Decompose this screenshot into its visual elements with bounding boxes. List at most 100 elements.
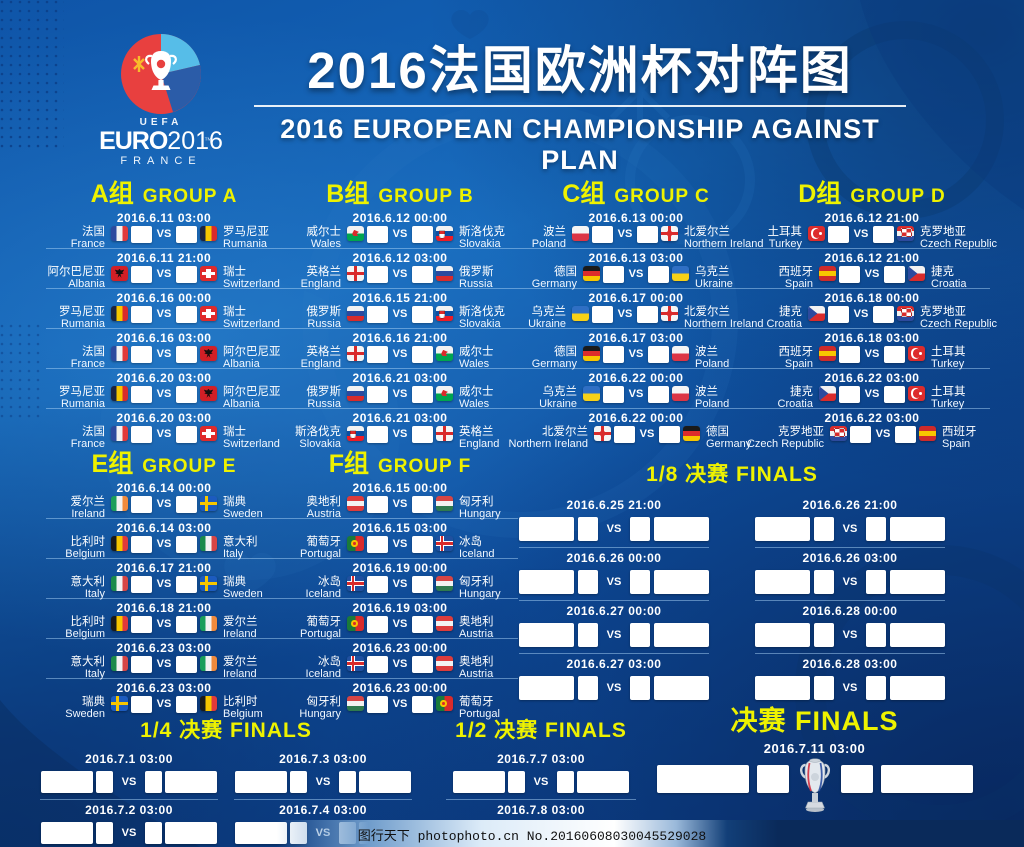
match-row: VS	[446, 771, 636, 793]
vs-label: VS	[842, 682, 858, 694]
home-team: 捷克 Croatia	[754, 386, 813, 410]
team-name-english: Poland	[695, 358, 730, 370]
trademark-symbol: ™	[204, 136, 212, 145]
team-name-english: Poland	[695, 398, 730, 410]
group-match: 2016.6.13 00:00 波兰 Poland VS 北爱尔兰 Northern Ir…	[518, 209, 764, 250]
team-name-chinese: 罗马尼亚	[59, 306, 105, 318]
home-score-slot	[131, 496, 152, 513]
home-score-slot	[367, 616, 388, 633]
team-name-english: Russia	[307, 318, 341, 330]
group-name-chinese: D组	[798, 180, 842, 208]
match-date: 2016.6.12 21:00	[824, 211, 920, 225]
away-team: 土耳其 Turkey	[931, 346, 990, 370]
team-name-english: Croatia	[931, 278, 967, 290]
match-row: 法国 France VS 阿尔巴尼亚 Albania	[46, 346, 282, 370]
home-team-slot	[519, 623, 574, 647]
away-team: 克罗地亚 Czech Republic	[920, 226, 997, 250]
match-date: 2016.6.19 00:00	[352, 561, 448, 575]
quarter-final-match: 2016.7.1 03:00 VS	[40, 749, 218, 799]
sweden-flag-icon	[200, 576, 217, 591]
team-name-english: Portugal	[300, 548, 341, 560]
flag-detail	[436, 542, 453, 545]
flag-detail	[203, 388, 214, 398]
match-date: 2016.6.18 03:00	[824, 331, 920, 345]
home-score-slot	[367, 496, 388, 513]
away-score-slot	[412, 346, 433, 363]
switzerland-flag-icon	[200, 306, 217, 321]
team-name-chinese: 北爱尔兰	[684, 226, 730, 238]
group-name-english: GROUP A	[142, 186, 238, 207]
match-date: 2016.7.1 03:00	[85, 752, 173, 766]
team-name-chinese: 斯洛伐克	[459, 306, 505, 318]
austria-flag-icon	[436, 616, 453, 631]
flag-detail	[202, 271, 215, 276]
flag-detail	[919, 352, 922, 355]
match-date: 2016.6.21 03:00	[352, 411, 448, 425]
team-name-english: Albania	[68, 278, 105, 290]
group-name-chinese: C组	[562, 180, 606, 208]
logo-year: 2016	[167, 127, 223, 155]
home-team: 西班牙 Spain	[754, 346, 814, 370]
team-name-english: Spain	[784, 358, 813, 370]
away-team: 瑞士 Switzerland	[223, 306, 282, 330]
home-score-slot	[96, 771, 113, 793]
away-team: 奥地利 Austria	[459, 656, 518, 680]
home-score-slot	[839, 346, 860, 363]
home-team: 罗马尼亚 Rumania	[46, 386, 105, 410]
vs-label: VS	[639, 428, 655, 440]
header-title-block: 2016法国欧洲杯对阵图 2016 EUROPEAN CHAMPIONSHIP …	[248, 42, 912, 176]
match-date: 2016.6.16 21:00	[352, 331, 448, 345]
away-team-slot	[577, 771, 629, 793]
team-name-english: Austria	[306, 508, 341, 520]
away-team: 爱尔兰 Ireland	[223, 656, 282, 680]
match-row: 威尔士 Wales VS 斯洛伐克 Slovakia	[282, 226, 518, 250]
flag-detail	[347, 272, 364, 275]
match-row: VS	[519, 676, 709, 700]
match-row: VS	[519, 570, 709, 594]
team-name-english: Hungary	[299, 708, 341, 720]
match-date: 2016.6.19 03:00	[352, 601, 448, 615]
team-name-chinese: 爱尔兰	[70, 496, 106, 508]
home-team: 法国 France	[46, 346, 105, 370]
team-name-english: Germany	[706, 438, 752, 450]
team-name-english: Wales	[459, 398, 490, 410]
team-name-english: Spain	[942, 438, 971, 450]
home-score-slot	[367, 386, 388, 403]
home-team: 匈牙利 Hungary	[282, 696, 341, 720]
flag-detail	[667, 230, 672, 237]
match-row: 英格兰 England VS 俄罗斯 Russia	[282, 266, 518, 290]
match-row: VS	[40, 771, 218, 793]
group-match: 2016.6.14 00:00 爱尔兰 Ireland VS 瑞典 Sweden	[46, 479, 282, 520]
team-name-chinese: 俄罗斯	[306, 306, 342, 318]
away-score-slot	[866, 623, 886, 647]
team-name-chinese: 土耳其	[931, 386, 966, 398]
home-score-slot	[367, 656, 388, 673]
vs-label: VS	[156, 428, 172, 440]
group-match: 2016.6.21 03:00 斯洛伐克 Slovakia VS 英格兰 England	[282, 408, 518, 450]
away-score-slot	[648, 266, 669, 283]
home-team-slot	[41, 771, 93, 793]
home-team-slot	[453, 771, 505, 793]
team-name-chinese: 捷克	[779, 306, 802, 318]
team-name-english: Belgium	[65, 548, 105, 560]
home-team-slot	[519, 676, 574, 700]
vs-label: VS	[842, 629, 858, 641]
away-team-slot	[654, 570, 709, 594]
match-date: 2016.6.18 00:00	[824, 291, 920, 305]
home-score-slot	[131, 426, 152, 443]
home-team: 意大利 Italy	[46, 656, 106, 680]
group-match: 2016.6.15 03:00 葡萄牙 Portugal VS 冰岛 Iceland	[282, 518, 518, 560]
vs-label: VS	[156, 498, 172, 510]
match-row: 意大利 Italy VS 瑞典 Sweden	[46, 576, 282, 600]
vs-label: VS	[392, 308, 408, 320]
group-match: 2016.6.19 00:00 冰岛 Iceland VS 匈牙利 Hungary	[282, 558, 518, 600]
home-team: 斯洛伐克 Slovakia	[282, 426, 341, 450]
home-score-slot	[603, 346, 624, 363]
match-date: 2016.6.20 03:00	[116, 371, 212, 385]
home-score-slot	[578, 623, 598, 647]
flag-detail	[667, 310, 672, 317]
group-match: 2016.6.22 03:00 克罗地亚 Czech Republic VS 西班牙 Sp…	[747, 408, 990, 450]
team-name-english: Rumania	[60, 318, 105, 330]
away-score-slot	[176, 306, 197, 323]
team-name-chinese: 波兰	[695, 386, 718, 398]
